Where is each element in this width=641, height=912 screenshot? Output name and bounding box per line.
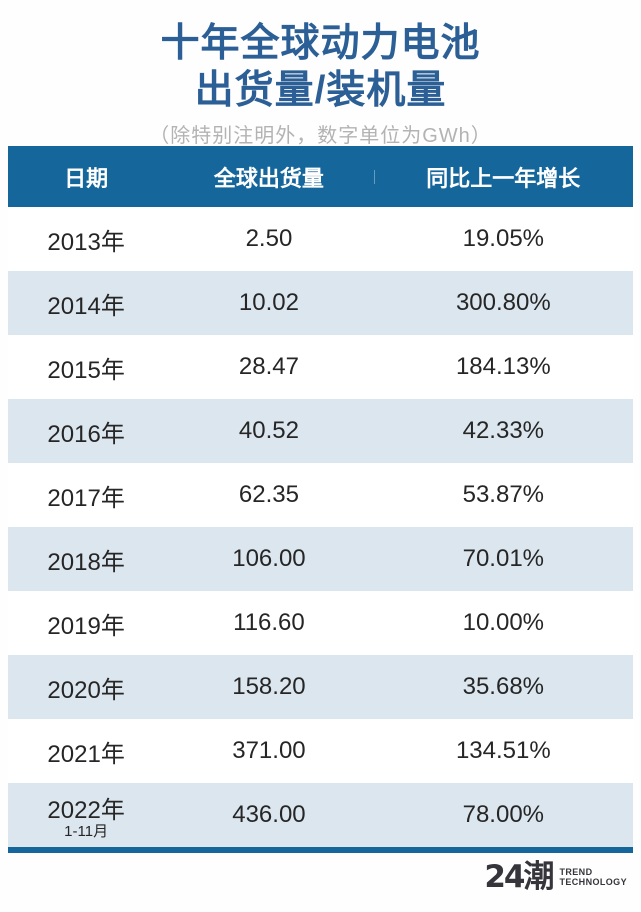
title-block: 十年全球动力电池 出货量/装机量 （除特别注明外，数字单位为GWh） [0, 0, 641, 148]
growth-cell: 184.13% [455, 353, 551, 380]
table-body: 2013年 2.50 19.05% 2014年 10.02 300.80% 20… [8, 207, 633, 847]
date-value: 2020年 [47, 676, 125, 704]
shipment-cell: 106.00 [232, 545, 306, 572]
table-row: 2018年 106.00 70.01% [8, 527, 633, 591]
shipment-cell: 158.20 [232, 673, 306, 700]
growth-cell: 42.33% [462, 417, 545, 444]
date-value: 2013年 [47, 228, 125, 256]
table-header-row: 日期 全球出货量 同比上一年增长 [8, 146, 633, 207]
date-value: 2014年 [47, 292, 125, 320]
growth-cell: 70.01% [462, 545, 545, 572]
table-row: 2020年 158.20 35.68% [8, 655, 633, 719]
page-title-line1: 十年全球动力电池 [160, 22, 481, 65]
column-header-shipment: 全球出货量 [213, 165, 324, 191]
date-cell: 2016年 [8, 414, 164, 449]
growth-cell: 53.87% [462, 481, 545, 508]
growth-cell: 35.68% [462, 673, 545, 700]
shipment-cell: 28.47 [238, 353, 299, 380]
date-value: 2017年 [47, 484, 125, 512]
date-value: 2015年 [47, 356, 125, 384]
shipment-cell: 2.50 [245, 225, 293, 252]
table-row: 2016年 40.52 42.33% [8, 399, 633, 463]
logo-subtext: TREND TECHNOLOGY [559, 867, 627, 887]
table-row: 2021年 371.00 134.51% [8, 719, 633, 783]
column-header-date: 日期 [64, 165, 109, 191]
date-cell: 2014年 [8, 286, 164, 321]
table-row: 2014年 10.02 300.80% [8, 271, 633, 335]
table-row: 2013年 2.50 19.05% [8, 207, 633, 271]
date-cell: 2017年 [8, 478, 164, 513]
date-cell: 2013年 [8, 222, 164, 257]
date-cell: 2015年 [8, 350, 164, 385]
logo-subtext-line2: TECHNOLOGY [559, 877, 627, 887]
shipment-cell: 62.35 [238, 481, 299, 508]
growth-cell: 134.51% [455, 737, 551, 764]
shipment-cell: 10.02 [238, 289, 299, 316]
date-note: 1-11月 [64, 823, 109, 840]
date-cell: 2020年 [8, 670, 164, 705]
shipment-cell: 371.00 [232, 737, 306, 764]
shipment-cell: 116.60 [233, 609, 305, 636]
date-cell: 2021年 [8, 734, 164, 769]
logo-subtext-line1: TREND [559, 867, 593, 877]
date-cell: 2018年 [8, 542, 164, 577]
growth-cell: 19.05% [462, 225, 545, 252]
date-value: 2022年 [47, 797, 125, 824]
logo-24chao: 24潮 [484, 859, 554, 895]
table-row: 2019年 116.60 10.00% [8, 591, 633, 655]
date-value: 2018年 [47, 548, 125, 576]
shipment-cell: 436.00 [232, 801, 306, 828]
date-cell: 2022年 1-11月 [8, 790, 164, 840]
table-row: 2017年 62.35 53.87% [8, 463, 633, 527]
column-header-growth: 同比上一年增长 [373, 161, 633, 193]
table-row: 2015年 28.47 184.13% [8, 335, 633, 399]
table-row: 2022年 1-11月 436.00 78.00% [8, 783, 633, 847]
table-bottom-border [8, 847, 633, 853]
date-value: 2021年 [47, 740, 125, 768]
growth-cell: 300.80% [455, 289, 551, 316]
date-value: 2019年 [47, 612, 125, 640]
brand-logo: 24潮 TREND TECHNOLOGY [484, 860, 627, 894]
date-value: 2016年 [47, 420, 125, 448]
shipment-cell: 40.52 [238, 417, 299, 444]
growth-cell: 78.00% [462, 801, 545, 828]
battery-shipment-table: 日期 全球出货量 同比上一年增长 2013年 2.50 19.05% 2014年… [8, 146, 633, 853]
growth-cell: 10.00% [462, 609, 545, 636]
unit-note: （除特别注明外，数字单位为GWh） [149, 125, 492, 147]
date-cell: 2019年 [8, 606, 164, 641]
page-title-line2: 出货量/装机量 [194, 69, 447, 112]
